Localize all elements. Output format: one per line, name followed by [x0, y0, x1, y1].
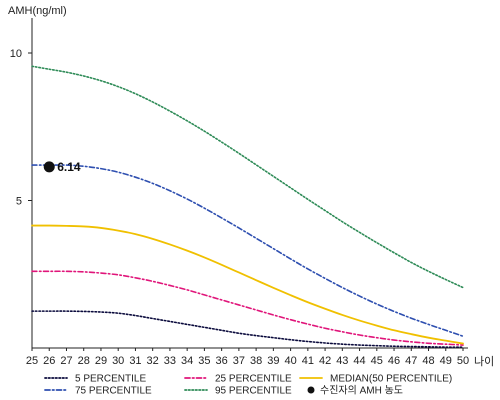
x-tick-label: 26: [43, 355, 55, 367]
x-tick-label: 29: [95, 355, 107, 367]
series-line-median-50-percentile: [31, 224, 464, 345]
patient-amh-label: 6.14: [57, 160, 81, 174]
series-line-75-percentile: [31, 164, 464, 337]
series-line-95-percentile: [31, 65, 464, 289]
x-tick-label: 36: [216, 355, 228, 367]
legend: 5 PERCENTILE 25 PERCENTILE MEDIAN(50 PERCE…: [44, 374, 452, 397]
x-axis-title: 나이: [474, 355, 494, 368]
x-tick-label: 43: [336, 355, 348, 367]
y-axis-title: AMH(ng/ml): [8, 5, 67, 17]
x-tick-label: 39: [267, 355, 279, 367]
y-tick-label: 5: [16, 196, 22, 208]
legend-label: MEDIAN(50 PERCENTILE): [330, 374, 452, 385]
x-tick-label: 28: [78, 355, 90, 367]
legend-patient-marker: [307, 386, 315, 394]
x-tick-label: 48: [422, 355, 434, 367]
x-tick-label: 42: [319, 355, 331, 367]
x-tick-label: 25: [26, 355, 38, 367]
series-line-5-percentile: [31, 310, 464, 348]
x-tick-label: 37: [233, 355, 245, 367]
legend-label: 25 PERCENTILE: [215, 374, 292, 385]
plot-area: 5 10 25 26 27 28 29 30 31 32 33 34 35 36 37 38 39 40 41 42 4…: [10, 18, 469, 367]
x-tick-label: 45: [371, 355, 383, 367]
x-tick-label: 47: [405, 355, 417, 367]
x-tick-label: 44: [353, 355, 365, 367]
x-tick-label: 35: [198, 355, 210, 367]
legend-patient-label: 수진자의 AMH 농도: [320, 385, 403, 397]
series-line-25-percentile: [31, 270, 464, 346]
x-tick-label: 32: [147, 355, 159, 367]
x-tick-label: 27: [60, 355, 72, 367]
y-tick-label: 10: [10, 48, 22, 60]
x-tick-label: 31: [129, 355, 141, 367]
x-tick-label: 30: [112, 355, 124, 367]
patient-amh-point: [43, 161, 55, 173]
x-tick-label: 34: [181, 355, 193, 367]
x-tick-label: 50: [457, 355, 469, 367]
legend-label: 75 PERCENTILE: [75, 386, 152, 397]
x-tick-label: 38: [250, 355, 262, 367]
x-tick-label: 49: [440, 355, 452, 367]
x-tick-label: 33: [164, 355, 176, 367]
legend-label: 5 PERCENTILE: [75, 374, 146, 385]
legend-label: 95 PERCENTILE: [215, 386, 292, 397]
x-tick-label: 46: [388, 355, 400, 367]
x-tick-label: 40: [284, 355, 296, 367]
x-tick-label: 41: [302, 355, 314, 367]
